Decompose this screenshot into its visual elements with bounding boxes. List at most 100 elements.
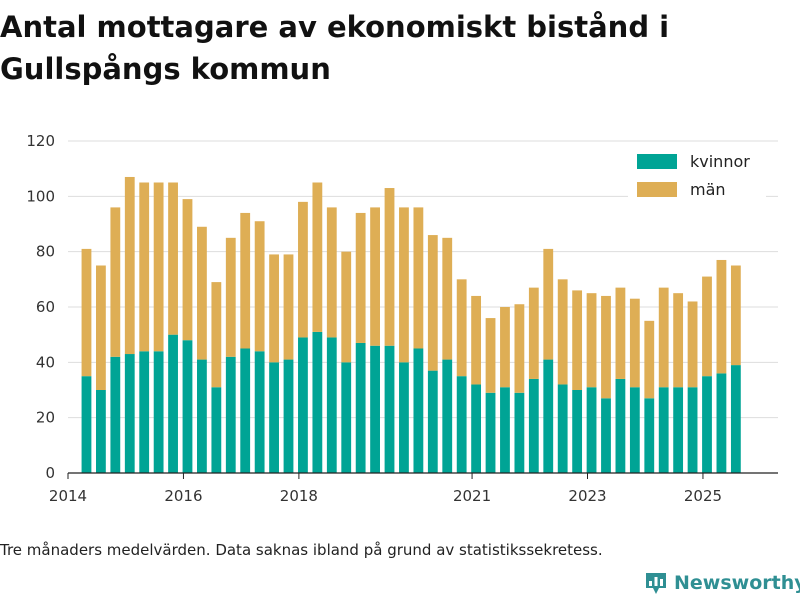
- bar-man: [312, 182, 323, 332]
- bar-kvinnor: [384, 345, 395, 473]
- bar-kvinnor: [471, 384, 482, 473]
- bar-man: [601, 295, 611, 399]
- brand-logo: Newsworthy: [644, 570, 800, 596]
- bar-man: [572, 290, 583, 390]
- x-tick-label: 2016: [164, 487, 202, 505]
- bar-kvinnor: [413, 348, 424, 473]
- bar-kvinnor: [687, 387, 698, 473]
- bar-man: [658, 287, 669, 388]
- bar-man: [197, 226, 207, 360]
- bar-man: [96, 265, 106, 390]
- bar-man: [413, 207, 424, 349]
- bar-man: [500, 307, 510, 388]
- bar-man: [543, 248, 554, 360]
- bar-man: [326, 207, 337, 338]
- bar-kvinnor: [456, 376, 467, 473]
- bar-man: [153, 182, 164, 352]
- bar-kvinnor: [615, 378, 626, 473]
- legend-swatch: [637, 182, 677, 197]
- bar-kvinnor: [370, 345, 380, 473]
- x-tick-label: 2025: [684, 487, 722, 505]
- bar-kvinnor: [153, 351, 164, 473]
- bar-kvinnor: [225, 356, 236, 473]
- bar-man: [557, 279, 568, 385]
- bar-man: [110, 207, 121, 357]
- bar-kvinnor: [572, 390, 583, 473]
- bar-chart: 0 20 40 60 80 100 120 2014 2016 2018 2021 2023 2025…: [26, 132, 778, 505]
- bar-kvinnor: [442, 359, 453, 473]
- bar-kvinnor: [601, 398, 611, 473]
- bar-man: [298, 201, 308, 338]
- bar-kvinnor: [427, 370, 438, 473]
- footnote: Tre månaders medelvärden. Data saknas ib…: [0, 541, 603, 559]
- bar-kvinnor: [543, 359, 554, 473]
- x-tick-label: 2023: [568, 487, 606, 505]
- bar-man: [644, 320, 655, 399]
- bar-man: [370, 207, 380, 346]
- bar-kvinnor: [168, 334, 178, 473]
- bar-kvinnor: [124, 354, 135, 473]
- bar-kvinnor: [254, 351, 265, 473]
- bar-kvinnor: [586, 387, 597, 473]
- bar-kvinnor: [298, 337, 308, 473]
- bar-kvinnor: [399, 362, 409, 473]
- bar-man: [687, 301, 698, 388]
- bar-man: [168, 182, 178, 335]
- y-tick-label: 60: [36, 298, 55, 316]
- bar-man: [139, 182, 150, 352]
- bar-man: [384, 188, 395, 346]
- bar-man: [629, 298, 640, 388]
- bar-man: [427, 235, 438, 371]
- legend-label: kvinnor: [690, 152, 750, 171]
- bar-kvinnor: [182, 340, 193, 473]
- bar-kvinnor: [197, 359, 207, 473]
- bar-man: [471, 295, 482, 385]
- bar-man: [355, 212, 366, 343]
- y-tick-label: 100: [26, 187, 55, 205]
- bar-man: [673, 293, 684, 388]
- x-tick-label: 2021: [453, 487, 491, 505]
- bar-man: [341, 251, 352, 363]
- bar-kvinnor: [211, 387, 222, 473]
- bar-kvinnor: [96, 390, 106, 473]
- y-tick-label: 80: [36, 243, 55, 261]
- bar-man: [211, 282, 222, 388]
- bar-man: [442, 237, 453, 360]
- bar-man: [81, 248, 92, 377]
- bar-man: [615, 287, 626, 379]
- bar-kvinnor: [81, 376, 92, 473]
- bar-kvinnor: [673, 387, 684, 473]
- x-tick-label: 2018: [280, 487, 318, 505]
- bar-kvinnor: [355, 342, 366, 473]
- x-tick-label: 2014: [49, 487, 87, 505]
- bar-kvinnor: [514, 392, 525, 473]
- bar-kvinnor: [240, 348, 251, 473]
- bar-man: [225, 237, 236, 357]
- y-tick-label: 120: [26, 132, 55, 150]
- bar-kvinnor: [528, 378, 539, 473]
- bar-man: [254, 221, 265, 352]
- bar-kvinnor: [658, 387, 669, 473]
- brand-name: Newsworthy: [674, 572, 800, 594]
- legend-swatch: [637, 154, 677, 169]
- y-tick-label: 20: [36, 409, 55, 427]
- bar-kvinnor: [326, 337, 337, 473]
- chart-title: Antal mottagare av ekonomiskt bistånd i …: [0, 10, 670, 86]
- bar-kvinnor: [341, 362, 352, 473]
- bar-man: [124, 176, 135, 355]
- bar-man: [514, 304, 525, 393]
- bar-kvinnor: [730, 365, 741, 473]
- y-tick-label: 40: [36, 353, 55, 371]
- bar-man: [456, 279, 467, 377]
- bar-kvinnor: [139, 351, 150, 473]
- legend: kvinnor män: [628, 146, 766, 199]
- bar-kvinnor: [283, 359, 294, 473]
- bar-kvinnor: [110, 356, 121, 473]
- bar-man: [716, 259, 727, 374]
- newsworthy-logo-icon: [646, 573, 666, 594]
- bar-man: [586, 293, 597, 388]
- legend-label: män: [690, 180, 726, 199]
- bar-man: [485, 318, 496, 393]
- y-tick-label: 0: [45, 464, 55, 482]
- x-axis-ticks: 2014 2016 2018 2021 2023 2025: [49, 473, 722, 505]
